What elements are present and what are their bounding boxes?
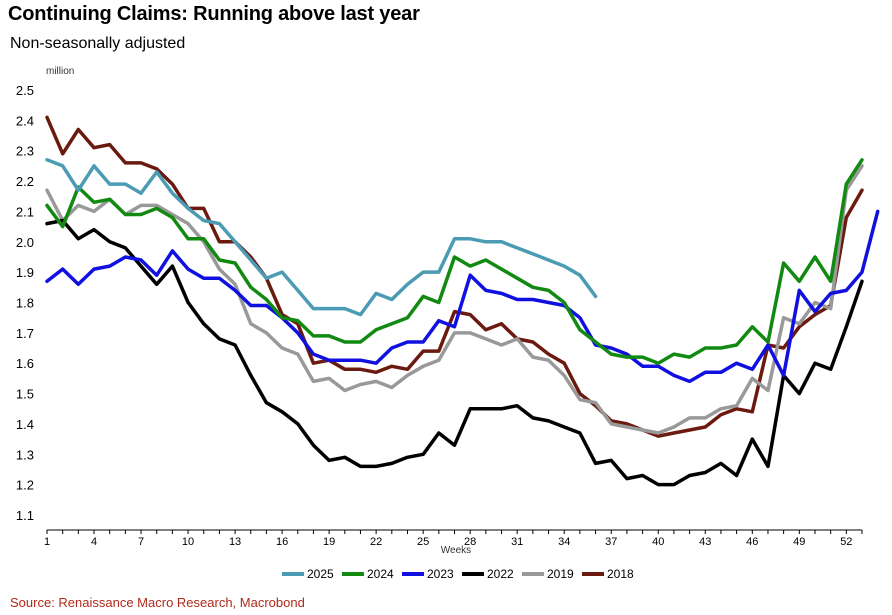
y-tick-label: 1.5: [16, 387, 34, 402]
chart-title: Continuing Claims: Running above last ye…: [8, 3, 420, 25]
y-tick-label: 1.9: [16, 265, 34, 280]
y-tick-label: 1.4: [16, 417, 34, 432]
x-tick-label: 52: [840, 536, 852, 548]
x-tick-label: 40: [652, 536, 664, 548]
legend: 2025 2024 2023 2022 2019 2018: [282, 567, 634, 581]
legend-label-2018: 2018: [607, 567, 634, 581]
x-tick-label: 34: [558, 536, 570, 548]
legend-label-2025: 2025: [307, 567, 334, 581]
chart-subtitle: Non-seasonally adjusted: [10, 35, 186, 52]
series-line-2023: [45, 209, 880, 384]
x-axis: 1 4 7 10 13 16 19 22 25 28 31 34 37 40 43 46 49 52: [44, 529, 863, 548]
x-tick-label: 1: [44, 536, 50, 548]
y-tick-label: 2.3: [16, 144, 34, 159]
series-line-2025: [45, 158, 598, 317]
y-tick-label: 2.1: [16, 204, 34, 219]
y-tick-label: 2.2: [16, 174, 34, 189]
x-tick-label: 49: [793, 536, 805, 548]
y-tick-label: 2.5: [16, 83, 34, 98]
legend-label-2024: 2024: [367, 567, 394, 581]
y-tick-label: 1.8: [16, 296, 34, 311]
y-tick-label: 1.6: [16, 356, 34, 371]
x-tick-label: 28: [464, 536, 476, 548]
series-line-2022: [45, 218, 864, 487]
line-chart: million Weeks 2.5 2.4 2.3 2.2 2.1 2.0 1.9 1.8 1.…: [16, 66, 880, 581]
x-tick-label: 37: [605, 536, 617, 548]
y-axis: 2.5 2.4 2.3 2.2 2.1 2.0 1.9 1.8 1.7 1.6 1.5 1.4 1.3 1…: [16, 83, 34, 523]
x-tick-label: 46: [746, 536, 758, 548]
x-tick-label: 22: [370, 536, 382, 548]
series-line-2019: [45, 164, 864, 435]
x-tick-label: 16: [276, 536, 288, 548]
y-tick-label: 2.0: [16, 235, 34, 250]
x-tick-label: 25: [417, 536, 429, 548]
x-tick-label: 31: [511, 536, 523, 548]
series-line-2018: [45, 115, 864, 438]
source-note: Source: Renaissance Macro Research, Macr…: [10, 595, 305, 610]
series-line-2024: [45, 158, 864, 365]
series-lines: [45, 115, 880, 487]
y-axis-label: million: [46, 66, 74, 77]
x-tick-label: 19: [323, 536, 335, 548]
legend-label-2022: 2022: [487, 567, 514, 581]
legend-label-2023: 2023: [427, 567, 454, 581]
x-tick-label: 4: [91, 536, 97, 548]
y-tick-label: 1.7: [16, 326, 34, 341]
x-tick-label: 13: [229, 536, 241, 548]
y-tick-label: 1.3: [16, 447, 34, 462]
x-tick-label: 43: [699, 536, 711, 548]
y-tick-label: 1.2: [16, 478, 34, 493]
x-axis-label: Weeks: [441, 545, 471, 556]
x-tick-label: 7: [138, 536, 144, 548]
legend-label-2019: 2019: [547, 567, 574, 581]
x-tick-label: 10: [182, 536, 194, 548]
y-tick-label: 2.4: [16, 113, 34, 128]
y-tick-label: 1.1: [16, 508, 34, 523]
